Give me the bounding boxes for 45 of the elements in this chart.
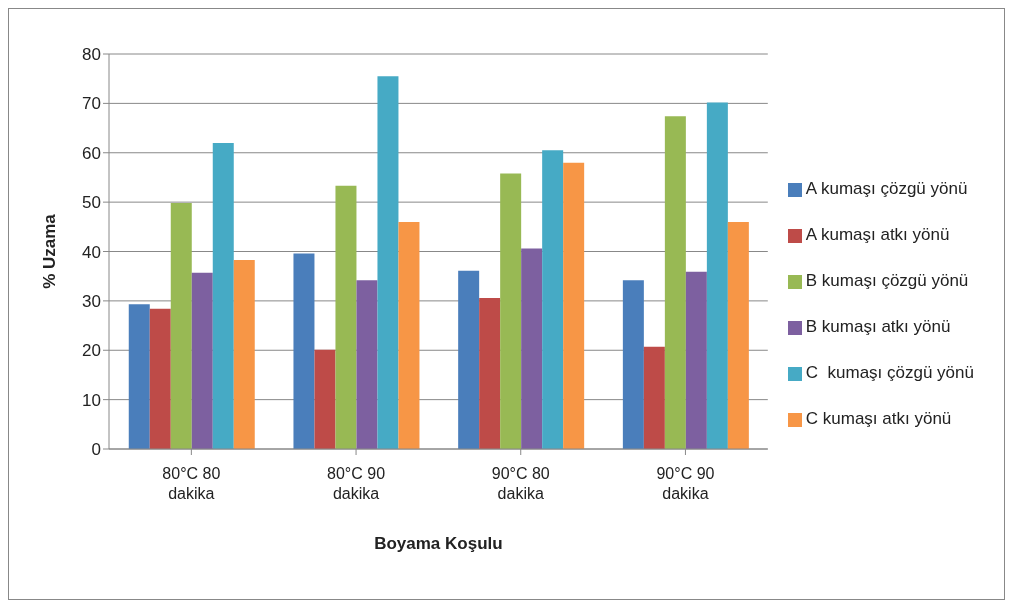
bar	[293, 253, 315, 449]
bar	[314, 349, 336, 449]
bar	[233, 259, 255, 449]
bar	[500, 173, 522, 449]
y-tick-label: 10	[82, 390, 101, 410]
bar	[170, 203, 192, 449]
legend-label: B kumaşı çözgü yönü	[805, 271, 969, 290]
bar	[727, 221, 749, 449]
bar	[664, 116, 686, 449]
x-tick-label: 90°C 90 dakika	[656, 465, 715, 502]
bar	[563, 162, 585, 449]
bar	[398, 221, 420, 449]
bar	[685, 271, 707, 449]
bar	[542, 150, 564, 449]
y-tick-label: 50	[82, 193, 101, 213]
bar	[706, 102, 728, 449]
legend-label: A kumaşı atkı yönü	[805, 225, 950, 244]
bar	[521, 248, 543, 449]
x-tick-label: 90°C 80 dakika	[491, 465, 550, 502]
bar	[479, 297, 501, 449]
bar	[643, 346, 665, 449]
bar	[377, 76, 399, 449]
y-tick-label: 60	[82, 143, 101, 163]
y-tick-label: 20	[82, 341, 101, 361]
bar	[149, 308, 171, 449]
y-axis-title: % Uzama	[40, 213, 60, 289]
bar	[622, 280, 644, 449]
bar	[335, 185, 357, 449]
bar	[458, 270, 480, 449]
y-tick-label: 0	[91, 440, 101, 460]
legend-label: C kumaşı atkı yönü	[805, 409, 952, 428]
legend-label: C kumaşı çözgü yönü	[805, 363, 974, 382]
bar	[128, 304, 150, 449]
bar	[356, 280, 378, 449]
y-tick-label: 80	[82, 45, 101, 65]
x-tick-label: 80°C 90 dakika	[327, 465, 386, 502]
bar	[212, 142, 234, 449]
x-tick-label: 80°C 80 dakika	[162, 465, 221, 502]
y-tick-label: 70	[82, 94, 101, 114]
y-tick-label: 30	[82, 291, 101, 311]
legend-label: B kumaşı atkı yönü	[805, 317, 951, 336]
y-tick-label: 40	[82, 242, 101, 262]
bar	[191, 272, 213, 449]
x-axis-title: Boyama Koşulu	[374, 534, 503, 553]
legend-label: A kumaşı çözgü yönü	[805, 179, 968, 198]
